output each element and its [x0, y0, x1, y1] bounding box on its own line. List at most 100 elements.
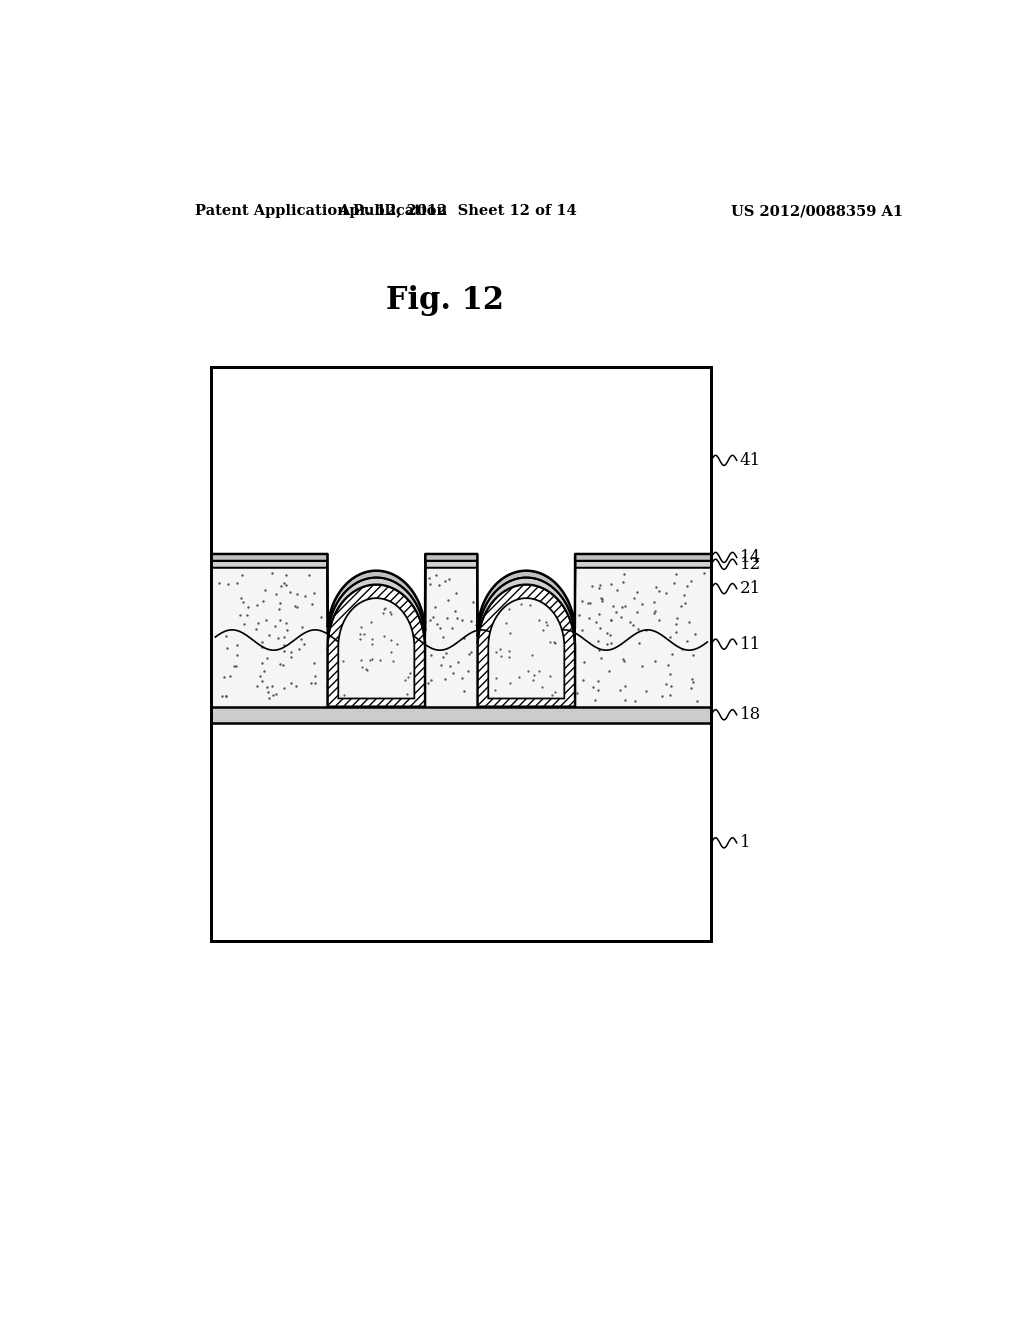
Point [593, 647, 609, 668]
Point [218, 638, 234, 659]
Point [435, 647, 452, 668]
Point [397, 585, 414, 606]
Point [378, 651, 394, 672]
Point [651, 581, 668, 602]
Point [360, 603, 377, 624]
Point [592, 618, 608, 639]
Point [544, 685, 560, 706]
Point [663, 685, 679, 706]
Point [434, 626, 451, 647]
Point [214, 685, 230, 706]
Point [345, 587, 361, 609]
Point [565, 627, 582, 648]
Point [264, 675, 281, 696]
Point [355, 656, 372, 677]
Point [231, 605, 248, 626]
Point [260, 682, 276, 704]
Point [634, 655, 650, 676]
Point [391, 599, 408, 620]
Point [352, 616, 369, 638]
Point [667, 573, 683, 594]
Polygon shape [328, 585, 425, 706]
Polygon shape [488, 598, 564, 698]
Point [446, 601, 463, 622]
Point [668, 564, 684, 585]
Point [397, 669, 414, 690]
Point [300, 564, 316, 585]
Point [417, 611, 433, 632]
Point [321, 661, 337, 682]
Point [296, 585, 312, 606]
Point [389, 572, 406, 593]
Point [605, 595, 622, 616]
Point [502, 623, 518, 644]
Point [422, 574, 438, 595]
Point [663, 663, 679, 684]
Point [660, 653, 677, 675]
Point [422, 609, 438, 630]
Point [528, 640, 545, 661]
Point [564, 568, 581, 589]
Point [437, 570, 454, 591]
Point [270, 628, 287, 649]
Point [267, 583, 284, 605]
Point [676, 585, 692, 606]
Point [283, 647, 299, 668]
Point [283, 642, 299, 663]
Point [429, 614, 445, 635]
Point [364, 689, 380, 710]
Point [532, 582, 549, 603]
Point [219, 574, 236, 595]
Point [457, 627, 473, 648]
Point [687, 624, 703, 645]
Text: 11: 11 [740, 636, 761, 652]
Point [538, 587, 554, 609]
Point [592, 574, 608, 595]
Point [493, 660, 509, 681]
Point [545, 562, 561, 583]
Point [498, 607, 514, 628]
Point [322, 652, 338, 673]
Point [412, 673, 428, 694]
Point [638, 619, 654, 640]
Point [396, 581, 413, 602]
Point [288, 676, 304, 697]
Point [603, 573, 620, 594]
Point [461, 643, 477, 664]
Point [591, 578, 607, 599]
Point [479, 626, 496, 647]
Point [248, 618, 264, 639]
Point [236, 612, 252, 634]
Point [501, 640, 517, 661]
Text: 1: 1 [740, 834, 751, 851]
Point [359, 635, 376, 656]
Point [646, 651, 663, 672]
Point [421, 568, 437, 589]
Point [345, 651, 361, 672]
Point [502, 640, 518, 661]
Point [590, 671, 606, 692]
Point [575, 651, 592, 672]
Point [324, 568, 340, 589]
Point [587, 690, 603, 711]
Point [271, 599, 288, 620]
Point [394, 667, 411, 688]
Point [222, 665, 239, 686]
Point [599, 634, 615, 655]
Point [616, 564, 633, 585]
Point [536, 606, 552, 627]
Point [574, 590, 591, 611]
Point [263, 562, 280, 583]
Point [255, 590, 271, 611]
Point [625, 614, 641, 635]
Point [629, 601, 645, 622]
Text: 14: 14 [740, 549, 761, 566]
Point [549, 689, 565, 710]
Point [258, 610, 274, 631]
Point [546, 631, 562, 652]
Point [252, 665, 268, 686]
Point [493, 652, 509, 673]
Point [530, 610, 547, 631]
Point [357, 659, 374, 680]
Point [542, 665, 558, 686]
